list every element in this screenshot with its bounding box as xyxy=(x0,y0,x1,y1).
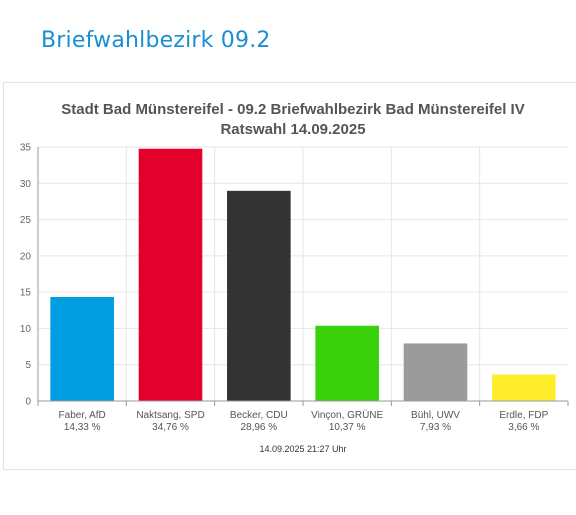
grid-lines xyxy=(38,146,568,402)
category-label: Becker, CDU xyxy=(230,410,288,421)
percent-label: 7,93 % xyxy=(420,422,451,433)
chart-title: Stadt Bad Münstereifel - 09.2 Briefwahlb… xyxy=(61,101,525,118)
category-label: Faber, AfD xyxy=(59,410,106,421)
category-label: Naktsang, SPD xyxy=(136,410,204,421)
bars xyxy=(50,148,556,401)
bar xyxy=(227,190,291,401)
bar xyxy=(315,325,379,401)
category-label: Vinçon, GRÜNE xyxy=(311,409,383,421)
bar xyxy=(138,148,203,401)
y-tick-label: 5 xyxy=(25,360,31,371)
category-label: Bühl, UWV xyxy=(411,410,460,421)
axes xyxy=(37,147,569,406)
y-tick-label: 0 xyxy=(25,397,31,408)
bar xyxy=(492,374,556,401)
percent-label: 28,96 % xyxy=(240,422,277,433)
y-tick-label: 25 xyxy=(20,215,32,226)
chart-subtitle: Ratswahl 14.09.2025 xyxy=(220,121,366,138)
percent-label: 34,76 % xyxy=(152,422,189,433)
percent-label: 14,33 % xyxy=(64,422,101,433)
percent-label: 10,37 % xyxy=(329,422,366,433)
page-heading: Briefwahlbezirk 09.2 xyxy=(41,28,271,53)
y-tick-label: 35 xyxy=(20,143,32,154)
y-tick-label: 10 xyxy=(20,324,32,335)
y-tick-label: 30 xyxy=(20,179,32,190)
timestamp-label: 14.09.2025 21:27 Uhr xyxy=(259,444,346,454)
bar xyxy=(403,343,468,401)
bar xyxy=(50,297,114,401)
y-tick-label: 15 xyxy=(20,288,32,299)
category-label: Erdle, FDP xyxy=(499,410,548,421)
percent-label: 3,66 % xyxy=(508,422,539,433)
y-tick-label: 20 xyxy=(20,251,32,262)
